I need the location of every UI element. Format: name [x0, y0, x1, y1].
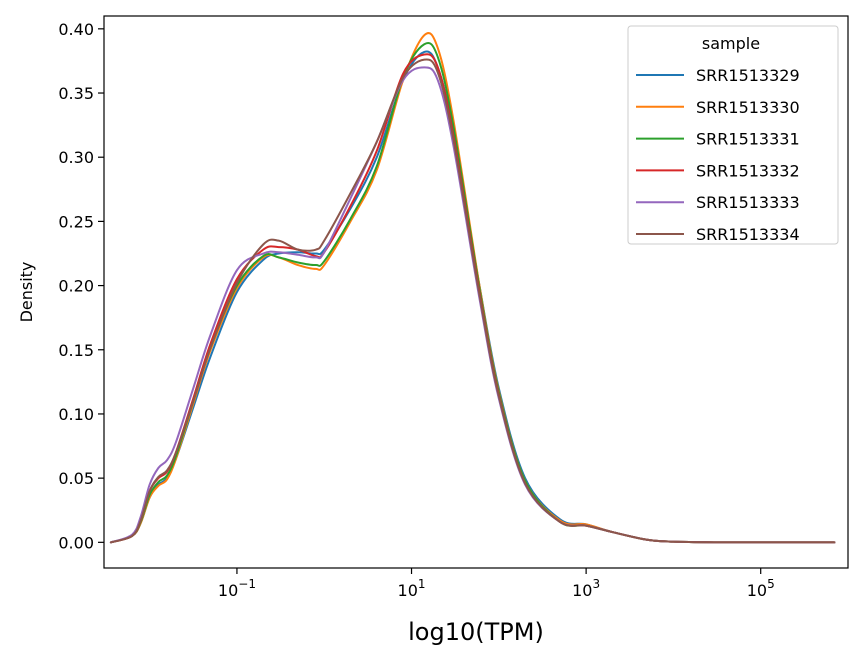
x-tick-label: 103 — [572, 577, 600, 600]
legend-box — [627, 25, 839, 245]
x-axis-ticks: 10−1 101 103 105 — [218, 568, 775, 600]
legend-entry-SRR1513332: SRR1513332 — [696, 161, 800, 180]
y-tick-label: 0.40 — [58, 20, 94, 39]
axes-frame — [103, 15, 849, 569]
y-tick-label: 0.10 — [58, 405, 94, 424]
y-tick-label: 0.15 — [58, 341, 94, 360]
legend-entry-SRR1513330: SRR1513330 — [696, 98, 800, 117]
legend-title: sample — [702, 34, 760, 53]
y-tick-label: 0.25 — [58, 212, 94, 231]
y-axis-ticks: 0.00 0.05 0.10 0.15 0.20 0.25 0.30 0.35 0.40 — [58, 20, 104, 552]
legend: sample SRR1513329SRR1513330SRR1513331SRR… — [627, 25, 839, 245]
series-line-SRR1513334 — [109, 58, 836, 544]
y-tick-label: 0.30 — [58, 148, 94, 167]
legend-items: SRR1513329 SRR1513330 SRR1513331 SRR1513332… — [636, 66, 800, 244]
legend-entry-SRR1513331: SRR1513331 — [696, 130, 800, 149]
x-tick-label: 105 — [747, 577, 775, 600]
y-axis-label: Density — [17, 262, 36, 323]
series-layer — [109, 32, 836, 544]
legend-entry-SRR1513333: SRR1513333 — [696, 193, 800, 212]
y-tick-label: 0.05 — [58, 469, 94, 488]
y-tick-label: 0.35 — [58, 84, 94, 103]
y-tick-label: 0.20 — [58, 277, 94, 296]
x-axis-label: log10(TPM) — [408, 618, 544, 646]
y-tick-label: 0.00 — [58, 533, 94, 552]
legend-entry-SRR1513329: SRR1513329 — [696, 66, 800, 85]
legend-entry-SRR1513334: SRR1513334 — [696, 225, 800, 244]
x-tick-label: 10−1 — [218, 577, 256, 600]
x-tick-label: 101 — [398, 577, 426, 600]
